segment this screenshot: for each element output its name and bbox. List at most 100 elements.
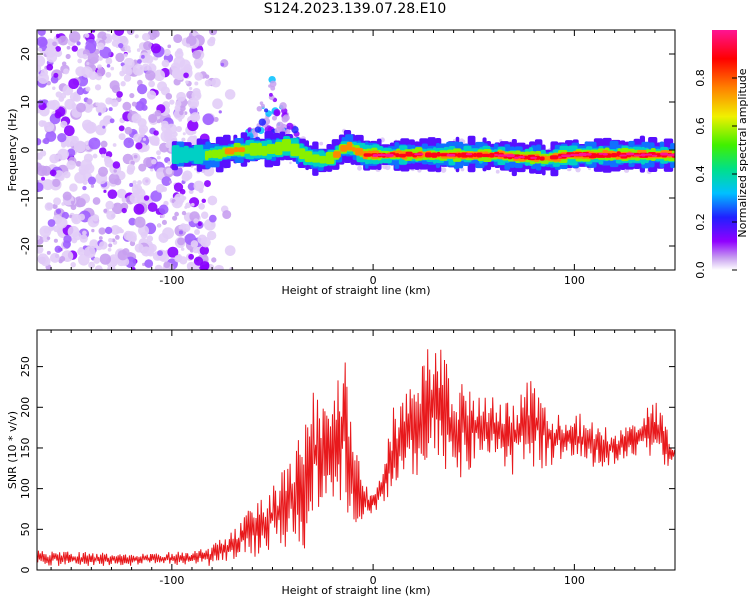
noise-blob bbox=[62, 191, 72, 201]
noise-blob bbox=[66, 45, 71, 50]
ridge-segment bbox=[311, 154, 320, 163]
colorbar: 0.0 0.2 0.4 0.6 0.8 Normalized spectral ampli… bbox=[694, 30, 749, 279]
snr-ytick-label: 100 bbox=[19, 478, 32, 499]
noise-blob bbox=[47, 219, 56, 227]
spec-ylabel: Frequency (Hz) bbox=[6, 109, 19, 192]
snr-series-line bbox=[37, 349, 675, 566]
noise-blob bbox=[144, 54, 154, 64]
ridge-segment bbox=[473, 152, 478, 158]
noise-blob bbox=[85, 145, 91, 151]
noise-blob bbox=[113, 169, 117, 173]
noise-blob bbox=[185, 35, 197, 46]
noise-blob bbox=[52, 178, 61, 188]
noise-blob bbox=[86, 61, 90, 66]
ridge-segment bbox=[494, 154, 499, 156]
noise-blob bbox=[153, 69, 166, 82]
burst-blob bbox=[285, 129, 291, 135]
noise-blob bbox=[108, 173, 120, 185]
noise-blob bbox=[229, 266, 234, 270]
noise-blob bbox=[49, 252, 60, 263]
noise-blob bbox=[53, 238, 58, 243]
noise-blob bbox=[141, 104, 148, 111]
noise-blob bbox=[180, 105, 186, 112]
noise-blob bbox=[146, 235, 154, 242]
colorbar-label: Normalized spectral amplitude bbox=[736, 68, 749, 237]
noise-blob bbox=[150, 168, 154, 172]
noise-blob bbox=[190, 202, 195, 207]
noise-blob bbox=[179, 110, 184, 116]
noise-blob bbox=[107, 247, 112, 252]
noise-blob bbox=[141, 32, 151, 41]
noise-blob bbox=[37, 162, 43, 172]
ridge-segment bbox=[497, 154, 507, 157]
noise-blob bbox=[118, 125, 125, 132]
noise-blob bbox=[44, 202, 54, 211]
noise-blob bbox=[179, 188, 186, 195]
noise-blob bbox=[37, 253, 49, 265]
noise-blob bbox=[145, 70, 156, 81]
ridge-segment bbox=[558, 156, 562, 159]
noise-blob bbox=[82, 179, 88, 185]
ridge-segment bbox=[333, 151, 341, 158]
noise-blob bbox=[170, 62, 181, 72]
noise-blob bbox=[144, 259, 154, 268]
noise-blob bbox=[154, 264, 163, 270]
noise-blob bbox=[37, 235, 40, 241]
noise-blob bbox=[73, 140, 86, 153]
noise-blob bbox=[104, 226, 113, 235]
noise-blob bbox=[181, 210, 187, 216]
noise-blob bbox=[213, 116, 219, 122]
noise-blob bbox=[74, 171, 86, 184]
noise-blob bbox=[123, 53, 128, 58]
noise-blob bbox=[109, 80, 120, 91]
noise-blob bbox=[65, 257, 70, 262]
noise-blob bbox=[105, 200, 114, 210]
ridge-segment bbox=[325, 151, 335, 165]
noise-blob bbox=[115, 226, 123, 234]
noise-blob bbox=[106, 210, 116, 220]
ridge-segment bbox=[640, 153, 646, 157]
noise-blob bbox=[193, 256, 204, 266]
noise-blob bbox=[138, 225, 150, 237]
ridge-segment bbox=[298, 148, 306, 160]
noise-blob bbox=[193, 58, 204, 68]
ridge-segment bbox=[211, 149, 218, 159]
burst-blob bbox=[282, 114, 290, 122]
noise-blob bbox=[224, 245, 236, 256]
noise-blob bbox=[99, 241, 108, 250]
burst-blob bbox=[259, 101, 264, 106]
noise-blob bbox=[56, 217, 68, 229]
noise-blob bbox=[86, 98, 93, 105]
noise-blob bbox=[82, 230, 87, 236]
noise-blob bbox=[118, 42, 124, 49]
noise-blob bbox=[208, 30, 218, 36]
noise-blob bbox=[65, 53, 71, 60]
burst-blob bbox=[279, 102, 287, 110]
noise-blob bbox=[190, 115, 198, 123]
noise-blob bbox=[84, 33, 90, 38]
noise-blob bbox=[94, 265, 103, 270]
noise-blob bbox=[52, 86, 56, 90]
ridge-segment bbox=[439, 153, 449, 157]
spec-ytick-label: 20 bbox=[19, 47, 32, 61]
noise-blob bbox=[54, 245, 62, 253]
noise-blob bbox=[158, 204, 169, 215]
noise-blob bbox=[173, 201, 179, 206]
spec-xlabel: Height of straight line (km) bbox=[281, 284, 430, 297]
spec-ytick-label: -20 bbox=[19, 237, 32, 255]
noise-blob bbox=[106, 64, 111, 68]
noise-blob bbox=[60, 120, 68, 129]
noise-blob bbox=[98, 147, 107, 155]
noise-blob bbox=[41, 165, 52, 176]
noise-blob bbox=[98, 227, 106, 235]
noise-blob bbox=[49, 153, 60, 164]
noise-blob bbox=[63, 68, 70, 75]
noise-blob bbox=[49, 169, 57, 177]
noise-blob bbox=[137, 180, 142, 186]
noise-blob bbox=[103, 189, 107, 193]
ridge-segment bbox=[482, 153, 490, 158]
ridge-segment bbox=[398, 153, 407, 158]
noise-blob bbox=[129, 182, 134, 188]
